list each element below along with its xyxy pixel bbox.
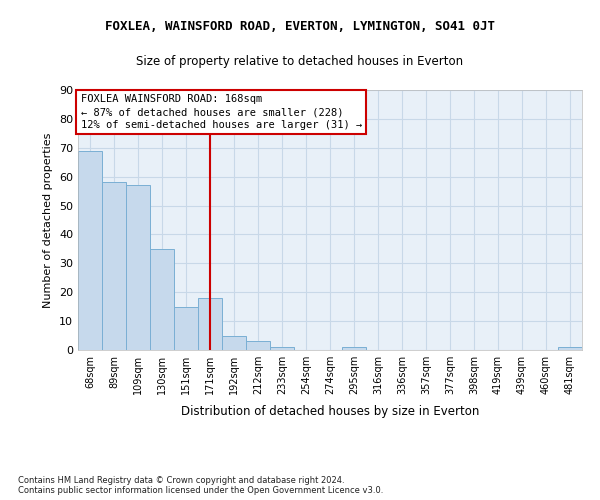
X-axis label: Distribution of detached houses by size in Everton: Distribution of detached houses by size … (181, 406, 479, 418)
Bar (246, 342, 270, 350)
Bar (102, 182, 126, 350)
Bar (78, 150, 102, 350)
Bar (150, 249, 174, 350)
Bar (342, 347, 366, 350)
Y-axis label: Number of detached properties: Number of detached properties (43, 132, 53, 308)
Text: Contains HM Land Registry data © Crown copyright and database right 2024.
Contai: Contains HM Land Registry data © Crown c… (18, 476, 383, 495)
Text: FOXLEA, WAINSFORD ROAD, EVERTON, LYMINGTON, SO41 0JT: FOXLEA, WAINSFORD ROAD, EVERTON, LYMINGT… (105, 20, 495, 33)
Bar (198, 298, 222, 350)
Bar (222, 336, 246, 350)
Bar (174, 306, 198, 350)
Bar (558, 347, 582, 350)
Bar (270, 347, 294, 350)
Bar (126, 186, 150, 350)
Text: Size of property relative to detached houses in Everton: Size of property relative to detached ho… (136, 55, 464, 68)
Text: FOXLEA WAINSFORD ROAD: 168sqm
← 87% of detached houses are smaller (228)
12% of : FOXLEA WAINSFORD ROAD: 168sqm ← 87% of d… (80, 94, 362, 130)
